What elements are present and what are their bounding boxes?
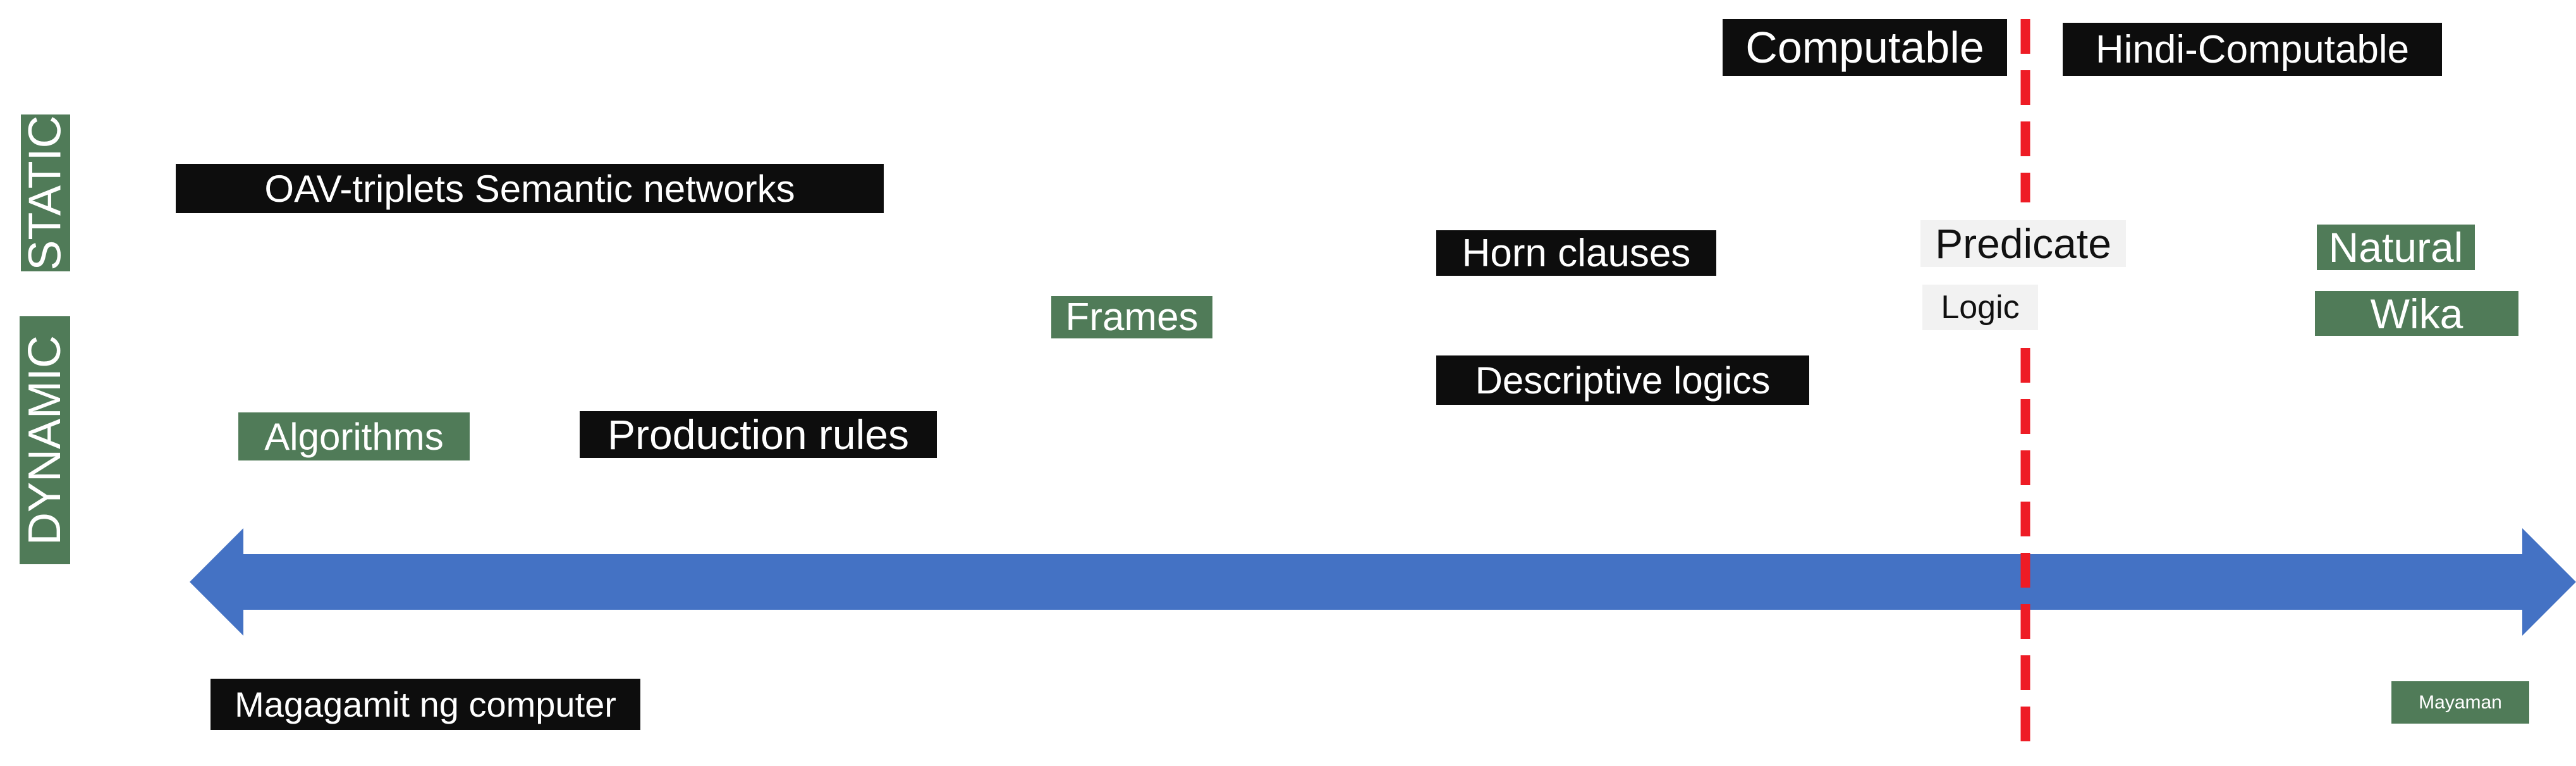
production-rules: Production rules: [580, 411, 937, 458]
non-computable-text: Hindi-Computable: [2095, 27, 2410, 71]
oav-semantic-networks: OAV-triplets Semantic networks: [176, 164, 884, 213]
predicate: Predicate: [1920, 220, 2126, 267]
wika: Wika: [2315, 290, 2518, 337]
dynamic-label: DYNAMIC: [20, 316, 70, 564]
scale-left-label: Magagamit ng computer: [211, 679, 640, 730]
scale-right-label: Mayaman: [2391, 681, 2529, 724]
descriptive-logics: Descriptive logics: [1436, 355, 1809, 405]
natural: Natural: [2317, 224, 2475, 271]
frames: Frames: [1051, 295, 1212, 339]
horn-clauses: Horn clauses: [1436, 230, 1716, 276]
static-label: STATIC: [20, 114, 71, 271]
frames-text: Frames: [1065, 295, 1199, 339]
descriptive-logics-text: Descriptive logics: [1475, 359, 1771, 402]
computable-label: Computable: [1723, 19, 2007, 76]
horn-clauses-text: Horn clauses: [1462, 231, 1691, 275]
scale-right-text: Mayaman: [2419, 691, 2502, 713]
scale-left-text: Magagamit ng computer: [235, 684, 616, 724]
wika-text: Wika: [2370, 290, 2463, 337]
algorithms: Algorithms: [238, 412, 470, 460]
logic-text: Logic: [1941, 289, 2020, 326]
natural-text: Natural: [2328, 224, 2463, 271]
spectrum-arrow: [190, 528, 2576, 636]
non-computable-label: Hindi-Computable: [2063, 23, 2442, 76]
logic: Logic: [1922, 285, 2038, 330]
predicate-text: Predicate: [1935, 220, 2111, 267]
computable-text: Computable: [1745, 23, 1984, 72]
production-rules-text: Production rules: [607, 411, 909, 458]
algorithms-text: Algorithms: [264, 415, 444, 458]
oav-semantic-networks-text: OAV-triplets Semantic networks: [264, 167, 795, 210]
